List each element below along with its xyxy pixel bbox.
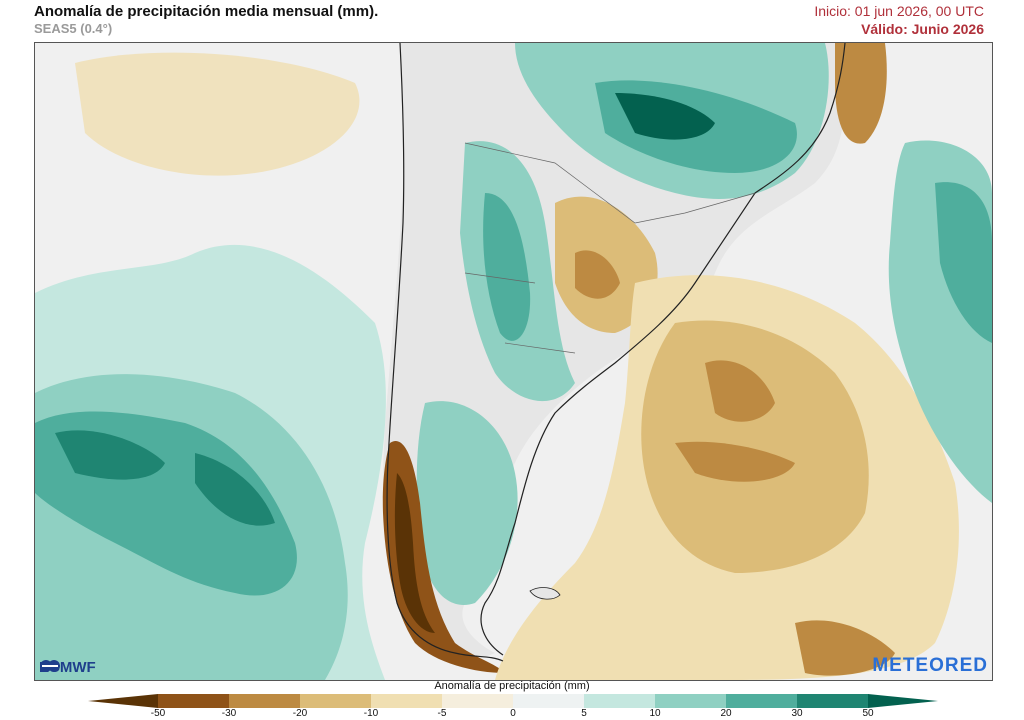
valid-time: Válido: Junio 2026 (861, 21, 984, 37)
colorbar-tick-label: 50 (862, 708, 874, 719)
atlantic-dry-south (795, 620, 895, 676)
atlantic-dry-strong (705, 360, 775, 422)
pacific-wet-core-2 (195, 453, 275, 526)
colorbar-tick-label: 20 (720, 708, 732, 719)
colorbar-segment (726, 694, 798, 708)
colorbar-tick-label: -10 (363, 708, 379, 719)
colorbar-tick-label: 5 (581, 708, 587, 719)
precipitation-anomaly-map: ECMWF METEORED (34, 42, 993, 681)
colorbar-segment (584, 694, 656, 708)
ecmwf-icon (40, 660, 60, 672)
colorbar-tick-label: -30 (221, 708, 237, 719)
pacific-wet-core (55, 430, 165, 480)
ne-brazil-dry (835, 43, 887, 144)
falkland-islands (529, 587, 561, 600)
colorbar-segment (513, 694, 585, 708)
atlantic-dry-strong-2 (675, 441, 795, 482)
plata-dry-strong (575, 250, 620, 299)
colorbar-segment (655, 694, 727, 708)
legend-title: Anomalía de precipitación (mm) (434, 680, 590, 692)
map-title: Anomalía de precipitación media mensual … (34, 3, 379, 20)
init-time: Inicio: 01 jun 2026, 00 UTC (814, 3, 984, 19)
colorbar-tick-label: 30 (791, 708, 803, 719)
colorbar-segment (300, 694, 372, 708)
chile-dry-core (394, 473, 435, 633)
colorbar-segment (229, 694, 301, 708)
model-label: SEAS5 (0.4°) (34, 21, 113, 36)
map-canvas (35, 43, 992, 680)
colorbar-tick-label: -50 (150, 708, 166, 719)
colorbar (88, 694, 938, 708)
patagonia-wet-region (416, 401, 518, 605)
colorbar-segment (371, 694, 443, 708)
argentina-wet-strong (483, 193, 531, 341)
colorbar-tick-label: 10 (649, 708, 661, 719)
meteored-logo: METEORED (872, 655, 988, 676)
colorbar-tick-label: -20 (292, 708, 308, 719)
colorbar-tick-label: 0 (510, 708, 516, 719)
colorbar-arrow-left (88, 694, 158, 708)
pacific-dry-region (75, 52, 360, 176)
borders (464, 142, 756, 354)
colorbar-segment (158, 694, 230, 708)
atlantic-dry-mid (641, 320, 869, 573)
colorbar-segment (442, 694, 514, 708)
east-atlantic-wet-strong (935, 182, 992, 343)
ecmwf-logo: ECMWF (39, 659, 96, 676)
colorbar-segment (797, 694, 869, 708)
colorbar-tick-label: -5 (437, 708, 447, 719)
colorbar-arrow-right (868, 694, 938, 708)
brazil-wet-core (615, 93, 715, 140)
coastline (386, 43, 846, 662)
